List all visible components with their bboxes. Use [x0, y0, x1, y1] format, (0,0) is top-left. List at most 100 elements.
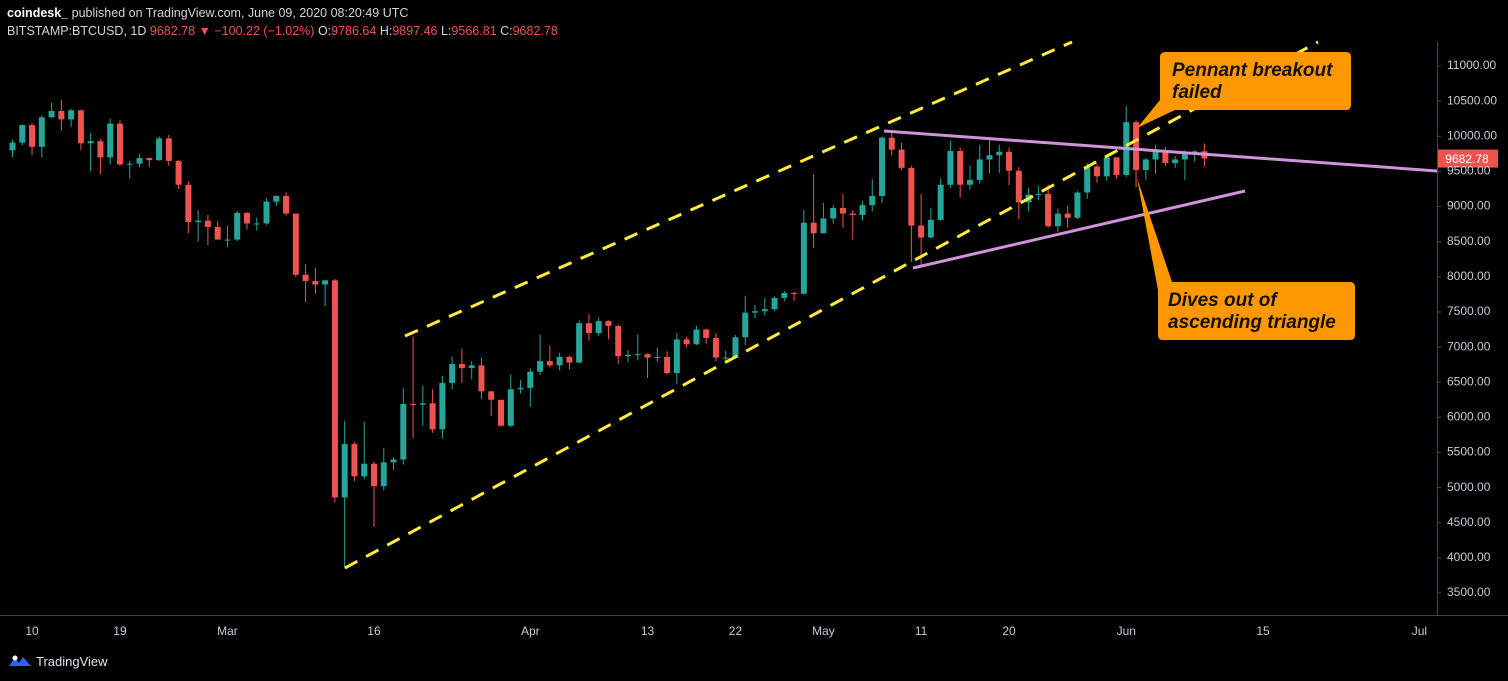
annotation: failed	[1172, 82, 1222, 103]
candle-body	[996, 151, 1003, 156]
callout-box	[1137, 52, 1351, 128]
y-tick-label: 11000.00	[1447, 58, 1496, 72]
change: ▼ −100.22 (−1.02%)	[198, 24, 315, 38]
candle-body	[410, 403, 417, 405]
x-tick-label: May	[812, 624, 835, 638]
candle-body	[1045, 193, 1052, 227]
candle-body	[9, 142, 16, 151]
candle-body	[1035, 193, 1042, 195]
candle-body	[253, 223, 260, 225]
y-tick-label: 4500.00	[1447, 515, 1491, 529]
candle-body	[58, 110, 65, 120]
candle-body	[87, 141, 94, 144]
candle-body	[752, 311, 759, 313]
candle-body	[341, 444, 348, 498]
candle-body	[468, 365, 475, 369]
candle-body	[966, 179, 973, 185]
candle-body	[742, 312, 749, 338]
candle-body	[283, 196, 290, 214]
candle-body	[439, 382, 446, 430]
x-tick-label: Mar	[217, 624, 238, 638]
candle-body	[243, 212, 250, 224]
x-tick-label: 22	[729, 624, 743, 638]
candle-body	[527, 371, 534, 388]
candle-body	[48, 110, 55, 118]
x-tick-label: 15	[1256, 624, 1270, 638]
candle-body	[234, 212, 241, 240]
trend-lines	[344, 40, 1438, 570]
candle-body	[224, 239, 231, 241]
y-tick-label: 8000.00	[1447, 269, 1491, 283]
y-tick-label: 8500.00	[1447, 234, 1491, 248]
candle-body	[947, 151, 954, 185]
candle-body	[869, 196, 876, 206]
candle-body	[791, 292, 798, 294]
candle-body	[1074, 192, 1081, 218]
candle-body	[1172, 159, 1179, 163]
candle-body	[859, 205, 866, 215]
candle-body	[800, 222, 807, 294]
x-tick-label: Jul	[1412, 624, 1427, 638]
candle-body	[732, 337, 739, 358]
candle-body	[29, 125, 36, 147]
candle-body	[1162, 151, 1169, 163]
candle-body	[107, 123, 114, 158]
candle-body	[556, 356, 563, 366]
candle-body	[625, 354, 632, 357]
candle-body	[712, 337, 719, 358]
candle-body	[722, 357, 729, 359]
candle-body	[1133, 122, 1140, 171]
last-price: 9682.78	[149, 24, 196, 38]
candle-body	[458, 363, 465, 369]
candle-body	[576, 323, 583, 363]
candle-body	[312, 281, 319, 285]
candle-body	[654, 356, 661, 358]
candle-body	[615, 326, 622, 357]
candle-body	[1113, 157, 1120, 175]
candle-body	[1064, 213, 1071, 218]
high-value: 9897.46	[392, 24, 438, 38]
candle-body	[918, 225, 925, 238]
brand: TradingView	[36, 653, 108, 669]
candle-body	[595, 321, 602, 334]
candle-body	[1054, 213, 1061, 227]
candle-body	[703, 329, 710, 338]
candle-body	[263, 201, 270, 224]
candle-body	[146, 158, 153, 161]
candle-body	[351, 444, 358, 477]
candle-body	[986, 155, 993, 160]
open-value: 9786.64	[331, 24, 377, 38]
candle-body	[1006, 151, 1013, 171]
candle-body	[204, 220, 211, 227]
candle-body	[498, 399, 504, 426]
candle-body	[810, 222, 817, 234]
x-tick-label: 10	[25, 624, 39, 638]
candle-body	[1015, 170, 1022, 203]
y-tick-label: 10500.00	[1447, 93, 1497, 107]
candle-body	[77, 110, 84, 144]
x-tick-label: 13	[641, 624, 655, 638]
candle-body	[898, 149, 905, 168]
candle-body	[273, 196, 280, 202]
candle-body	[839, 207, 846, 214]
x-tick-label: 16	[367, 624, 381, 638]
y-tick-label: 10000.00	[1447, 128, 1497, 142]
candle-body	[322, 280, 329, 285]
price-tag: 9682.78	[1438, 149, 1498, 168]
candle-body	[361, 463, 368, 477]
candle-body	[1181, 153, 1188, 160]
callout: Pennant breakout failed	[1137, 52, 1351, 128]
candle-body	[429, 403, 436, 430]
annotation: Dives out of	[1168, 290, 1278, 311]
h-label: H:	[379, 24, 393, 38]
candle-body	[292, 213, 299, 275]
candle-body	[566, 356, 573, 363]
annotation: Pennant breakout	[1172, 60, 1333, 81]
y-tick-label: 5500.00	[1447, 445, 1491, 459]
candles	[9, 99, 1208, 569]
candle-body	[957, 151, 964, 185]
candle-body	[693, 329, 700, 345]
candle-body	[673, 339, 680, 374]
candle-body	[1084, 166, 1091, 193]
